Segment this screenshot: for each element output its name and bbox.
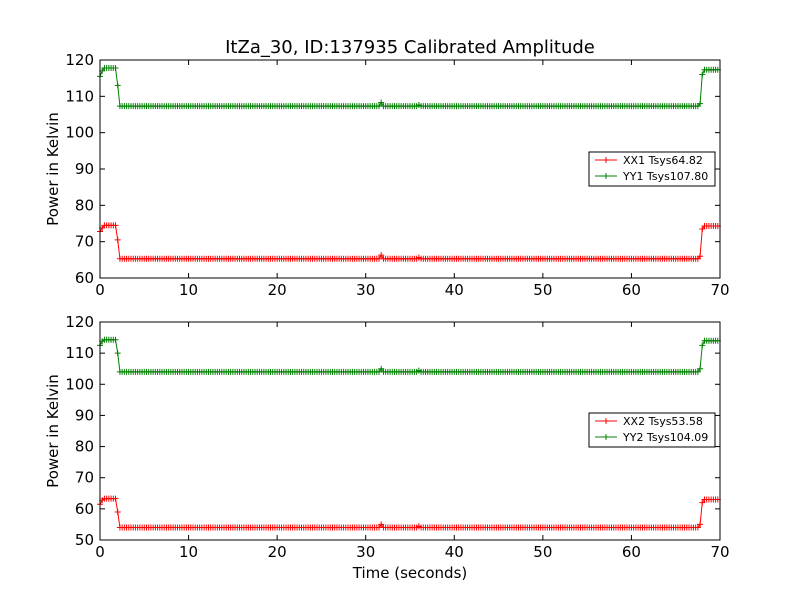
y-tick-label: 90 [75, 406, 94, 424]
x-tick-label: 60 [622, 543, 641, 561]
data-point-marker [699, 71, 706, 78]
data-point-marker [112, 64, 119, 71]
data-point-marker [112, 222, 119, 229]
data-point-marker [694, 524, 701, 531]
y-tick-label: 100 [65, 124, 94, 142]
y-tick-label: 50 [75, 531, 94, 549]
y-tick-label: 100 [65, 375, 94, 393]
legend-entry: YY1 Tsys107.80 [622, 170, 708, 183]
data-point-marker [378, 252, 385, 259]
series-markers-1 [97, 495, 721, 531]
data-point-marker [114, 350, 121, 357]
data-point-marker [694, 368, 701, 375]
data-point-marker [697, 365, 704, 372]
data-point-marker [114, 508, 121, 515]
x-tick-label: 30 [356, 543, 375, 561]
legend: XX1 Tsys64.82 YY1 Tsys107.80 [588, 151, 716, 187]
legend-marker [603, 157, 609, 163]
y-tick-label: 120 [65, 51, 94, 69]
figure-title: ItZa_30, ID:137935 Calibrated Amplitude [225, 37, 595, 58]
y-tick-label: 60 [75, 500, 94, 518]
legend-marker [603, 418, 609, 424]
data-point-marker [114, 82, 121, 89]
data-point-marker [112, 336, 119, 343]
data-point-marker [697, 100, 704, 107]
y-tick-label: 80 [75, 196, 94, 214]
plot-frame [99, 321, 721, 541]
data-point-marker [699, 499, 706, 506]
y-tick-label: 70 [75, 469, 94, 487]
x-tick-label: 40 [445, 543, 464, 561]
data-point-marker [697, 253, 704, 260]
series-markers-2 [97, 64, 721, 110]
x-tick-label: 10 [179, 281, 198, 299]
legend-entry: XX2 Tsys53.58 [623, 415, 703, 428]
data-point-marker [697, 521, 704, 528]
y-tick-label: 60 [75, 269, 94, 287]
x-tick-label: 60 [622, 281, 641, 299]
y-axis-label: Power in Kelvin [44, 112, 62, 226]
y-tick-label: 120 [65, 313, 94, 331]
y-tick-label: 110 [65, 87, 94, 105]
legend-box [588, 412, 716, 448]
legend-entry: YY2 Tsys104.09 [622, 431, 708, 444]
plot-panel-1: 0 10 20 30 40 50 60 70 60 70 80 90 100 110 120 Power in… [44, 51, 730, 299]
x-tick-label: 40 [445, 281, 464, 299]
x-tick-label: 20 [268, 281, 287, 299]
x-tick-label: 10 [179, 543, 198, 561]
x-tick-label: 70 [710, 281, 729, 299]
data-point-marker [112, 495, 119, 502]
y-axis-label: Power in Kelvin [44, 374, 62, 488]
y-tick-label: 90 [75, 160, 94, 178]
legend-entry: XX1 Tsys64.82 [623, 154, 703, 167]
data-point-marker [699, 342, 706, 349]
data-point-marker [378, 365, 385, 372]
x-axis-label: Time (seconds) [352, 564, 468, 582]
x-tick-label: 0 [95, 281, 105, 299]
legend-box [588, 151, 716, 187]
data-point-marker [378, 521, 385, 528]
x-tick-label: 50 [533, 543, 552, 561]
x-tick-label: 20 [268, 543, 287, 561]
data-point-marker [114, 236, 121, 243]
y-tick-label: 110 [65, 344, 94, 362]
legend: XX2 Tsys53.58 YY2 Tsys104.09 [588, 412, 716, 448]
y-tick-label: 70 [75, 233, 94, 251]
x-tick-label: 50 [533, 281, 552, 299]
legend-marker [603, 173, 609, 179]
data-point-marker [378, 99, 385, 106]
x-tick-label: 0 [95, 543, 105, 561]
x-tick-label: 70 [710, 543, 729, 561]
series-markers-2 [97, 336, 721, 375]
x-tick-label: 30 [356, 281, 375, 299]
plot-panel-2: 0 10 20 30 40 50 60 70 50 60 70 80 90 100 110 120 Power … [44, 313, 730, 582]
y-tick-label: 80 [75, 438, 94, 456]
series-markers-1 [97, 222, 721, 262]
legend-marker [603, 434, 609, 440]
